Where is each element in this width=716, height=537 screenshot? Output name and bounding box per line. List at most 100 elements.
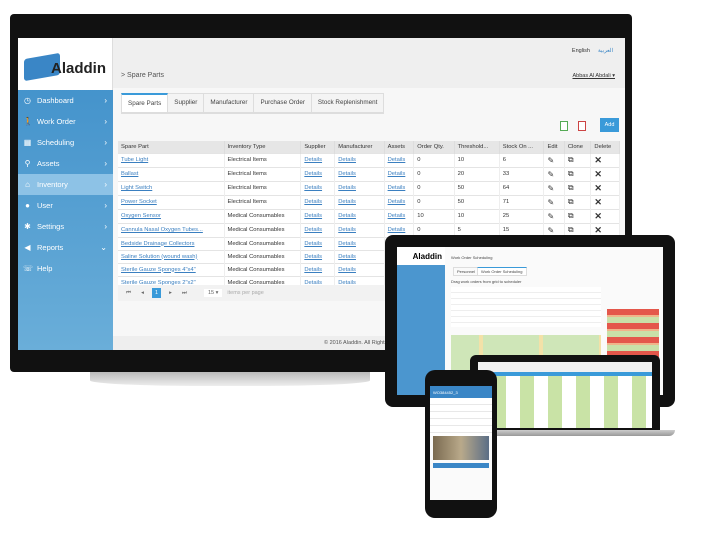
column-header[interactable]: Manufacturer <box>334 141 385 153</box>
column-header[interactable]: Delete <box>590 141 620 153</box>
assets-details-link[interactable]: Details <box>387 157 406 163</box>
sidebar-item-user[interactable]: ● User › <box>18 195 113 216</box>
supplier-details-link[interactable]: Details <box>304 240 323 247</box>
edit-icon[interactable]: ✎ <box>543 194 565 209</box>
supplier-details-link[interactable]: Details <box>304 279 323 286</box>
spare-part-link[interactable]: Ballast <box>121 171 139 177</box>
sidebar-item-dashboard[interactable]: ◷ Dashboard › <box>18 90 113 111</box>
supplier-details-link[interactable]: Details <box>304 253 323 260</box>
spare-part-link[interactable]: Power Socket <box>121 199 157 205</box>
spare-part-link[interactable]: Cannula Nasal Oxygen Tubes... <box>121 227 203 233</box>
sidebar-item-work-order[interactable]: 🚶 Work Order › <box>18 111 113 132</box>
delete-icon[interactable]: ✕ <box>590 222 620 237</box>
supplier-details-link[interactable]: Details <box>304 157 323 163</box>
clone-icon[interactable]: ⧉ <box>564 180 592 195</box>
column-header[interactable]: Assets <box>384 141 415 153</box>
page-1[interactable]: 1 <box>152 288 161 298</box>
spare-part-link[interactable]: Oxygen Sensor <box>121 213 161 219</box>
delete-icon[interactable]: ✕ <box>590 152 620 167</box>
lang-english[interactable]: English <box>571 48 590 54</box>
tab-spare-parts[interactable]: Spare Parts <box>121 93 169 113</box>
spare-part-link[interactable]: Sterile Gauze Sponges 2"x2" <box>121 279 196 286</box>
clone-icon[interactable]: ⧉ <box>564 152 592 167</box>
delete-icon[interactable]: ✕ <box>590 194 620 209</box>
spare-part-link[interactable]: Tube Light <box>121 157 149 163</box>
threshold: 50 <box>454 194 500 209</box>
sidebar-item-label: Inventory <box>37 180 68 189</box>
manufacturer-details-link[interactable]: Details <box>338 185 356 191</box>
manufacturer-details-link[interactable]: Details <box>338 227 356 233</box>
per-page-select[interactable]: 15 ▾ <box>204 289 223 297</box>
sidebar-item-settings[interactable]: ✱ Settings › <box>18 216 113 237</box>
manufacturer-details-link[interactable]: Details <box>338 171 356 177</box>
assets-details-link[interactable]: Details <box>387 227 406 233</box>
clone-icon[interactable]: ⧉ <box>564 194 592 209</box>
supplier-details-link[interactable]: Details <box>304 266 323 273</box>
tab-supplier[interactable]: Supplier <box>168 93 205 113</box>
supplier-details-link[interactable]: Details <box>304 185 323 191</box>
order-qty: 10 <box>413 208 455 223</box>
column-header[interactable]: Order Qty. <box>413 141 455 153</box>
manufacturer-details-link[interactable]: Details <box>338 279 356 286</box>
spare-part-link[interactable]: Saline Solution (wound wash) <box>121 253 198 260</box>
tab-manufacturer[interactable]: Manufacturer <box>204 93 255 113</box>
sidebar-item-scheduling[interactable]: ▦ Scheduling › <box>18 132 113 153</box>
clone-icon[interactable]: ⧉ <box>564 208 592 223</box>
column-header[interactable]: Spare Part <box>118 141 225 153</box>
manufacturer-details-link[interactable]: Details <box>338 240 356 247</box>
tablet-tab-scheduling[interactable]: Work Order Scheduling <box>477 267 527 276</box>
user-menu[interactable]: Abbas Al Abdali ▾ <box>572 73 615 79</box>
delete-icon[interactable]: ✕ <box>590 208 620 223</box>
assets-details-link[interactable]: Details <box>387 171 406 177</box>
sidebar-item-assets[interactable]: ⚲ Assets › <box>18 153 113 174</box>
supplier-details-link[interactable]: Details <box>304 171 323 177</box>
edit-icon[interactable]: ✎ <box>543 222 565 237</box>
prev-page-button[interactable]: ◂ <box>141 290 144 296</box>
column-header[interactable]: Clone <box>564 141 592 153</box>
column-header[interactable]: Supplier <box>300 141 336 153</box>
edit-icon[interactable]: ✎ <box>543 208 565 223</box>
export-pdf-icon[interactable] <box>578 121 586 131</box>
supplier-details-link[interactable]: Details <box>304 227 323 233</box>
clone-icon[interactable]: ⧉ <box>564 222 592 237</box>
supplier-details-link[interactable]: Details <box>304 199 323 205</box>
manufacturer-details-link[interactable]: Details <box>338 266 356 273</box>
tab-purchase-order[interactable]: Purchase Order <box>254 93 312 113</box>
edit-icon[interactable]: ✎ <box>543 152 565 167</box>
spare-part-link[interactable]: Light Switch <box>121 185 153 191</box>
tablet-tab-personnel[interactable]: Personnel <box>453 267 480 276</box>
stock-on-hand: 71 <box>499 194 545 209</box>
column-header[interactable]: Threshold... <box>454 141 500 153</box>
manufacturer-details-link[interactable]: Details <box>338 199 356 205</box>
sidebar-item-help[interactable]: ☏ Help <box>18 258 113 279</box>
delete-icon[interactable]: ✕ <box>590 180 620 195</box>
table-row: Oxygen Sensor Medical Consumables Details D… <box>118 208 620 223</box>
column-header[interactable]: Stock On ... <box>499 141 545 153</box>
column-header[interactable]: Edit <box>543 141 565 153</box>
clone-icon[interactable]: ⧉ <box>564 166 592 181</box>
edit-icon[interactable]: ✎ <box>543 180 565 195</box>
spare-part-link[interactable]: Sterile Gauze Sponges 4"x4" <box>121 266 196 273</box>
sidebar-item-reports[interactable]: ◀ Reports ⌄ <box>18 237 113 258</box>
add-button[interactable]: Add <box>600 118 619 132</box>
lang-arabic[interactable]: العربية <box>597 48 613 54</box>
spare-part-link[interactable]: Bedside Drainage Collectors <box>121 240 195 247</box>
manufacturer-details-link[interactable]: Details <box>338 253 356 260</box>
column-header[interactable]: Inventory Type <box>224 141 302 153</box>
manufacturer-details-link[interactable]: Details <box>338 213 356 219</box>
assets-details-link[interactable]: Details <box>387 185 406 191</box>
first-page-button[interactable]: ⏮ <box>126 290 131 296</box>
tab-stock-replenishment[interactable]: Stock Replenishment <box>311 93 385 113</box>
next-page-button[interactable]: ▸ <box>169 290 172 296</box>
inventory-type: Electrical Items <box>224 180 302 195</box>
export-excel-icon[interactable] <box>560 121 568 131</box>
supplier-details-link[interactable]: Details <box>304 213 323 219</box>
assets-details-link[interactable]: Details <box>387 213 406 219</box>
sidebar-item-inventory[interactable]: ⌂ Inventory › <box>18 174 113 195</box>
assets-details-link[interactable]: Details <box>387 199 406 205</box>
edit-icon[interactable]: ✎ <box>543 166 565 181</box>
last-page-button[interactable]: ⏭ <box>182 290 187 296</box>
stock-on-hand: 33 <box>499 166 545 181</box>
manufacturer-details-link[interactable]: Details <box>338 157 356 163</box>
delete-icon[interactable]: ✕ <box>590 166 620 181</box>
